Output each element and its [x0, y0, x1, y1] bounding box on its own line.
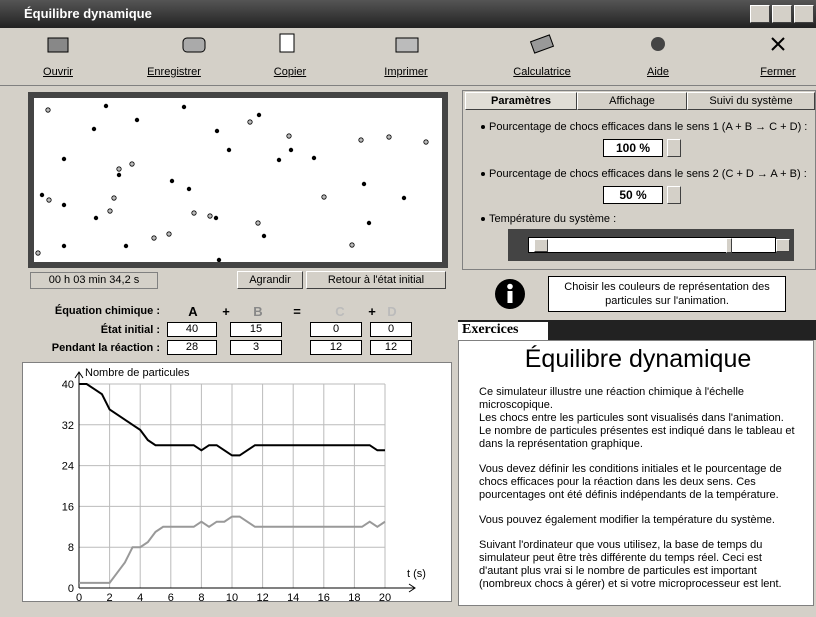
toolbar-button[interactable]: Calculatrice	[513, 66, 571, 78]
exercise-header: Exercices	[458, 320, 816, 340]
close-button[interactable]	[794, 5, 814, 23]
particles	[35, 103, 429, 263]
param-text: Pourcentage de chocs efficaces dans le s…	[489, 168, 807, 180]
toolbar-button[interactable]: Ouvrir	[43, 66, 73, 78]
slider-track	[528, 237, 776, 253]
slider-right[interactable]	[776, 239, 790, 252]
species: A	[188, 304, 198, 319]
timer: 00 h 03 min 34,2 s	[30, 272, 158, 289]
tab-panel: Paramètres Affichage Suivi du système Po…	[462, 90, 816, 270]
param-text: Pourcentage de chocs efficaces dans le s…	[489, 121, 808, 133]
maximize-button[interactable]	[772, 5, 792, 23]
value-field[interactable]: 15	[230, 322, 282, 337]
series-line	[79, 383, 385, 457]
paragraph: Suivant l'ordinateur que vous utilisez, …	[479, 539, 782, 590]
equation-label: Équation chimique :	[54, 305, 160, 317]
info-icon	[495, 279, 525, 309]
y-tick-label: 24	[62, 461, 74, 473]
y-tick-label: 8	[68, 542, 74, 554]
toolbar-button[interactable]: Copier	[273, 66, 307, 78]
slider-thumb[interactable]	[726, 238, 732, 253]
tab[interactable]: Affichage	[577, 92, 687, 110]
spin-button[interactable]	[667, 139, 681, 157]
y-tick-label: 32	[62, 420, 74, 432]
x-tick-label: 18	[348, 592, 360, 602]
species: B	[253, 304, 263, 319]
exercise-title: Équilibre dynamique	[524, 345, 752, 373]
operator: +	[368, 304, 376, 319]
slider-left[interactable]	[534, 239, 548, 252]
param-text: Température du système :	[489, 213, 617, 225]
species: D	[387, 304, 397, 319]
exercise-content: Équilibre dynamique Ce simulateur illust…	[458, 340, 814, 606]
param-label: Pourcentage de chocs efficaces dans le s…	[481, 168, 816, 180]
title-bar: Équilibre dynamique	[0, 0, 816, 28]
percent-field[interactable]: 50 %	[603, 186, 663, 204]
param-label: Pourcentage de chocs efficaces dans le s…	[481, 121, 816, 133]
tab[interactable]: Suivi du système	[687, 92, 815, 110]
x-tick-label: 14	[287, 592, 299, 602]
window-title: Équilibre dynamique	[24, 6, 152, 21]
y-tick-label: 0	[68, 583, 74, 595]
value-field: 12	[310, 340, 362, 355]
toolbar-button[interactable]: Fermer	[760, 66, 796, 78]
value-field: 28	[167, 340, 217, 355]
exercise-tab[interactable]: Exercices	[458, 322, 548, 340]
percent-field[interactable]: 100 %	[603, 139, 663, 157]
y-axis	[74, 371, 84, 588]
y-tick-label: 40	[62, 379, 74, 391]
toolbar-button[interactable]: Imprimer	[384, 66, 428, 78]
paragraph: Vous pouvez également modifier la tempér…	[479, 514, 775, 526]
value-field: 12	[370, 340, 412, 355]
x-tick-label: 0	[76, 592, 82, 602]
x-tick-label: 16	[318, 592, 330, 602]
animation-area	[28, 92, 448, 268]
tab[interactable]: Paramètres	[465, 92, 577, 110]
toolbar-icons	[47, 33, 785, 54]
operator: =	[293, 304, 301, 319]
series-line	[79, 515, 386, 584]
info-box[interactable]: Choisir les couleurs de représentation d…	[548, 276, 786, 312]
chart: Nombre de particules t (s) 0 2 4 6 8 10 12 14 16…	[22, 362, 452, 602]
paragraph: Vous devez définir les conditions initia…	[479, 463, 782, 501]
temperature-slider[interactable]	[508, 229, 794, 261]
spin-button[interactable]	[667, 186, 681, 204]
value-field[interactable]: 0	[310, 322, 362, 337]
value-field[interactable]: 0	[370, 322, 412, 337]
x-tick-label: 8	[198, 592, 204, 602]
x-tick-label: 20	[379, 592, 391, 602]
enlarge-button[interactable]: Agrandir	[237, 271, 303, 289]
row-label: Pendant la réaction :	[51, 342, 160, 354]
toolbar: Ouvrir Enregistrer Copier Imprimer Calcu…	[0, 28, 816, 86]
value-field: 3	[230, 340, 282, 355]
toolbar-button[interactable]: Aide	[646, 66, 670, 78]
row-label: État initial :	[100, 324, 160, 336]
x-tick-label: 10	[226, 592, 238, 602]
paragraph: Ce simulateur illustre une réaction chim…	[479, 386, 745, 411]
x-tick-label: 4	[137, 592, 143, 602]
x-tick-label: 6	[168, 592, 174, 602]
x-axis-label: t (s)	[407, 568, 426, 580]
reset-button[interactable]: Retour à l'état initial	[306, 271, 446, 289]
minimize-button[interactable]	[750, 5, 770, 23]
y-tick-label: 16	[62, 501, 74, 513]
value-field[interactable]: 40	[167, 322, 217, 337]
x-axis	[79, 583, 416, 593]
species: C	[335, 304, 345, 319]
param-label: Température du système :	[481, 213, 616, 225]
x-tick-label: 12	[256, 592, 268, 602]
toolbar-button[interactable]: Enregistrer	[147, 66, 201, 78]
paragraph: Les chocs entre les particules sont visu…	[479, 412, 795, 450]
x-tick-label: 2	[107, 592, 113, 602]
y-axis-label: Nombre de particules	[85, 367, 190, 379]
operator: +	[222, 304, 230, 319]
